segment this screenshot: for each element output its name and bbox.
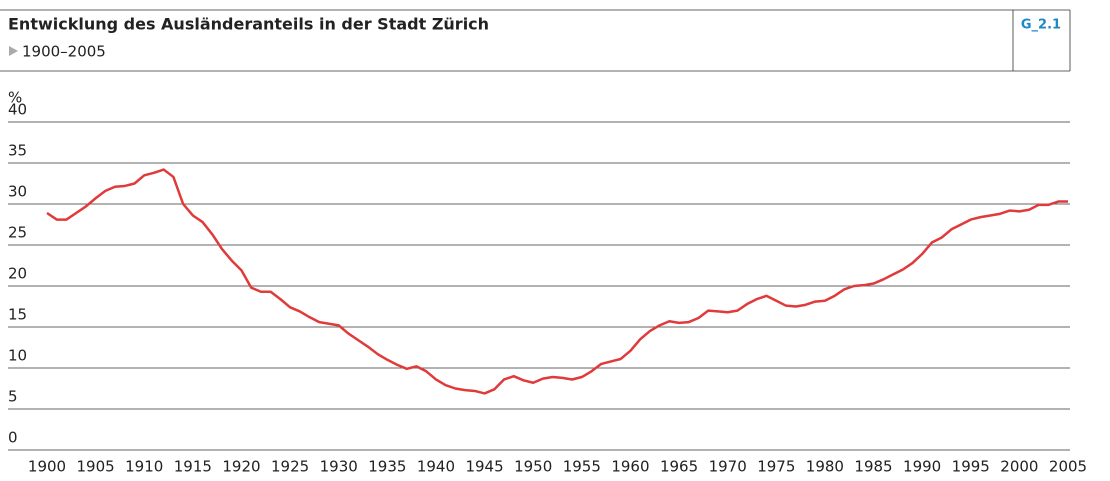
x-tick-label: 1900: [28, 458, 66, 476]
y-tick-label: 40: [8, 101, 27, 119]
x-tick-label: 1950: [514, 458, 552, 476]
header: [0, 9, 1071, 72]
x-tick-label: 1995: [952, 458, 990, 476]
chart-title: Entwicklung des Ausländeranteils in der …: [8, 15, 489, 34]
y-tick-label: 20: [8, 265, 27, 283]
x-tick-label: 1980: [806, 458, 844, 476]
y-tick-label: 25: [8, 224, 27, 242]
x-tick-label: 1940: [417, 458, 455, 476]
y-tick-label: 35: [8, 142, 27, 160]
x-tick-label: 1975: [757, 458, 795, 476]
chart-subtitle: 1900–2005: [22, 43, 106, 61]
y-axis-label: %: [8, 89, 22, 107]
x-tick-label: 1990: [903, 458, 941, 476]
x-tick-label: 1925: [271, 458, 309, 476]
x-tick-label: 1970: [709, 458, 747, 476]
x-tick-label: 1920: [222, 458, 260, 476]
x-tick-label: 1910: [125, 458, 163, 476]
subtitle-icon: [9, 46, 18, 56]
y-tick-label: 30: [8, 183, 27, 201]
x-tick-label: 1985: [854, 458, 892, 476]
y-tick-label: 10: [8, 347, 27, 365]
x-tick-label: 1945: [465, 458, 503, 476]
x-tick-label: 1955: [563, 458, 601, 476]
x-tick-label: 2005: [1049, 458, 1087, 476]
y-tick-label: 15: [8, 306, 27, 324]
data-line: [46, 168, 1068, 395]
x-tick-label: 1930: [320, 458, 358, 476]
x-tick-label: 2000: [1000, 458, 1038, 476]
x-tick-label: 1935: [368, 458, 406, 476]
y-tick-label: 5: [8, 388, 18, 406]
x-tick-label: 1915: [174, 458, 212, 476]
x-tick-label: 1960: [611, 458, 649, 476]
x-tick-label: 1965: [660, 458, 698, 476]
badge: G_2.1: [1021, 18, 1061, 33]
x-tick-label: 1905: [77, 458, 115, 476]
y-tick-label: 0: [8, 429, 18, 447]
